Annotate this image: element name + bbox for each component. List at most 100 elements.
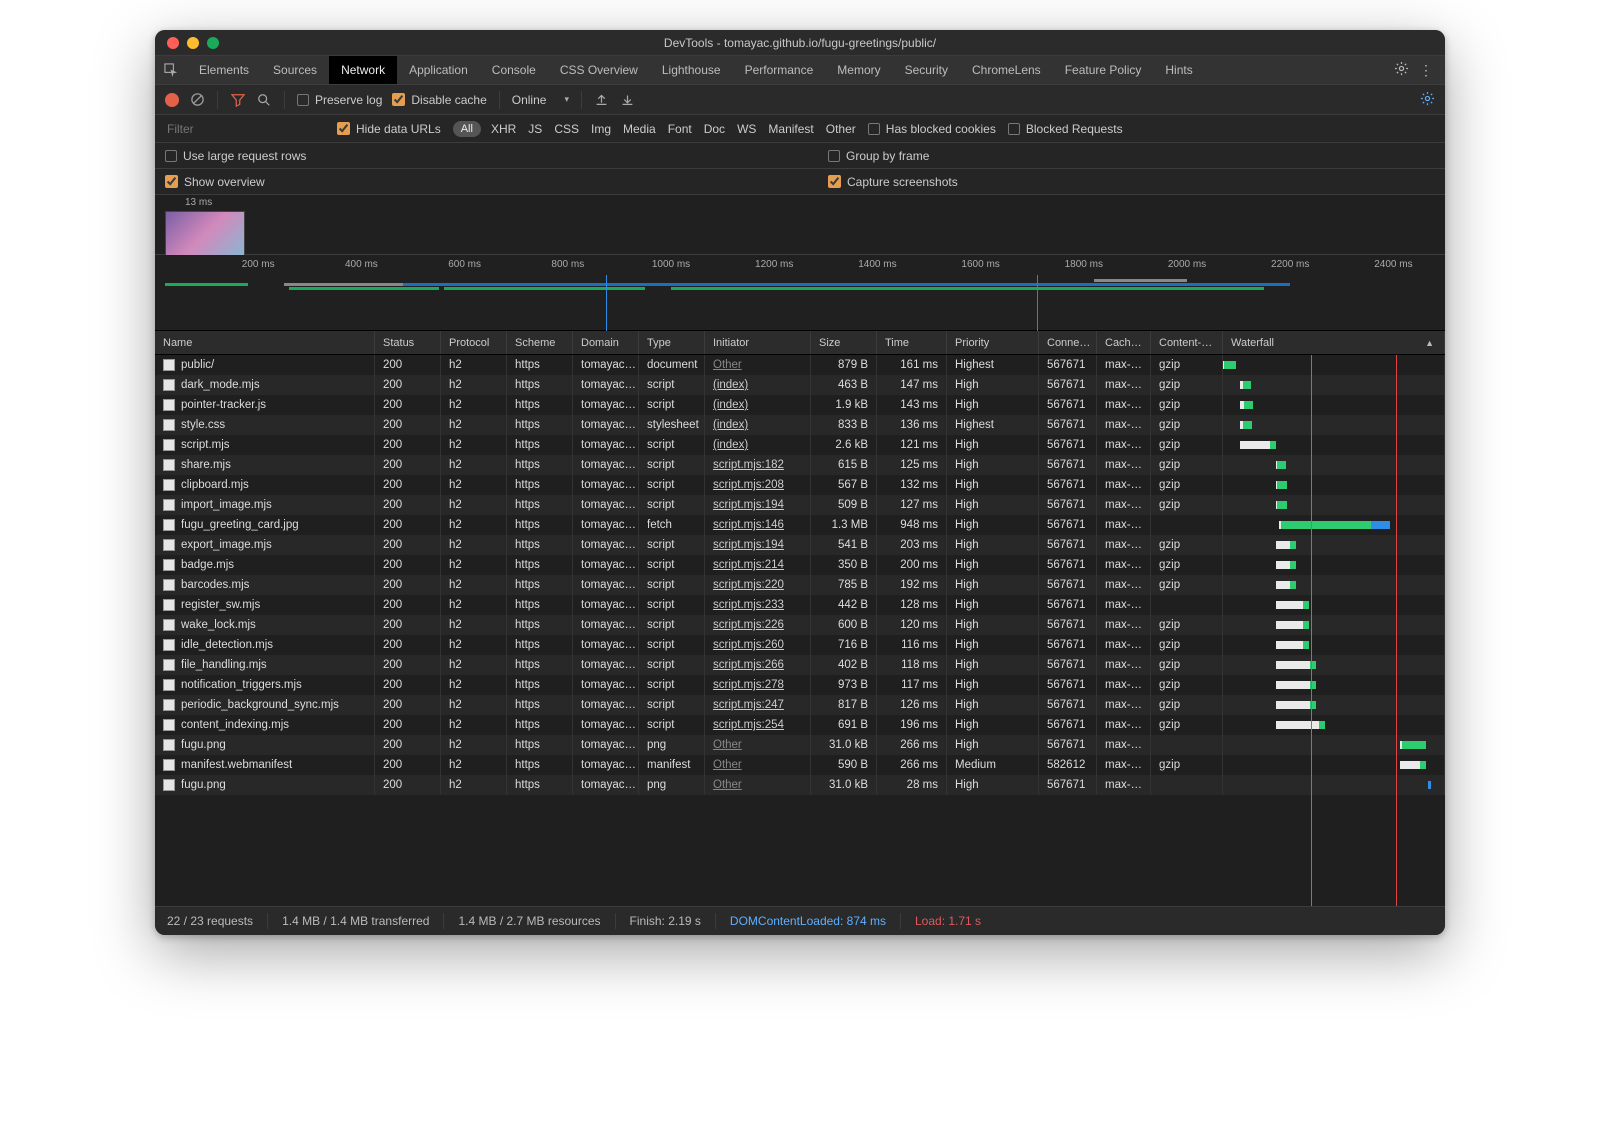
initiator-link[interactable]: script.mjs:260 [713, 639, 784, 651]
table-row[interactable]: wake_lock.mjs200h2httpstomayac…scriptscr… [155, 615, 1445, 635]
filter-type-img[interactable]: Img [591, 122, 611, 136]
tab-elements[interactable]: Elements [187, 56, 261, 84]
upload-har-icon[interactable] [594, 92, 610, 108]
blocked-requests-checkbox[interactable]: Blocked Requests [1008, 122, 1123, 136]
screenshot-filmstrip[interactable]: 13 ms [155, 195, 1445, 255]
column-header[interactable]: Time [877, 331, 947, 354]
initiator-link[interactable]: script.mjs:194 [713, 499, 784, 511]
initiator-link[interactable]: script.mjs:247 [713, 699, 784, 711]
tab-security[interactable]: Security [893, 56, 960, 84]
table-row[interactable]: file_handling.mjs200h2httpstomayac…scrip… [155, 655, 1445, 675]
more-menu-icon[interactable]: ⋮ [1415, 62, 1445, 79]
table-row[interactable]: notification_triggers.mjs200h2httpstomay… [155, 675, 1445, 695]
table-row[interactable]: import_image.mjs200h2httpstomayac…script… [155, 495, 1445, 515]
clear-icon[interactable] [189, 92, 205, 108]
tab-network[interactable]: Network [329, 56, 397, 84]
initiator-link[interactable]: script.mjs:233 [713, 599, 784, 611]
table-row[interactable]: badge.mjs200h2httpstomayac…scriptscript.… [155, 555, 1445, 575]
inspect-element-icon[interactable] [155, 63, 187, 78]
filter-type-other[interactable]: Other [826, 122, 856, 136]
has-blocked-cookies-checkbox[interactable]: Has blocked cookies [868, 122, 996, 136]
column-header[interactable]: Domain [573, 331, 639, 354]
table-row[interactable]: content_indexing.mjs200h2httpstomayac…sc… [155, 715, 1445, 735]
initiator-link[interactable]: script.mjs:214 [713, 559, 784, 571]
initiator-link[interactable]: (index) [713, 439, 748, 451]
hide-data-urls-checkbox[interactable]: Hide data URLs [337, 122, 441, 136]
table-row[interactable]: dark_mode.mjs200h2httpstomayac…script(in… [155, 375, 1445, 395]
column-header[interactable]: Scheme [507, 331, 573, 354]
filter-input[interactable] [165, 120, 325, 138]
table-row[interactable]: clipboard.mjs200h2httpstomayac…scriptscr… [155, 475, 1445, 495]
throttling-select[interactable]: Online▾ [512, 93, 569, 107]
column-header[interactable]: Status [375, 331, 441, 354]
filter-type-media[interactable]: Media [623, 122, 656, 136]
table-row[interactable]: barcodes.mjs200h2httpstomayac…scriptscri… [155, 575, 1445, 595]
initiator-link[interactable]: script.mjs:182 [713, 459, 784, 471]
tab-memory[interactable]: Memory [825, 56, 892, 84]
filter-type-ws[interactable]: WS [737, 122, 756, 136]
initiator-link[interactable]: script.mjs:208 [713, 479, 784, 491]
table-row[interactable]: fugu.png200h2httpstomayac…pngOther31.0 k… [155, 735, 1445, 755]
capture-screenshots-checkbox[interactable]: Capture screenshots [828, 175, 958, 189]
timeline-overview[interactable]: 200 ms400 ms600 ms800 ms1000 ms1200 ms14… [155, 255, 1445, 331]
tab-performance[interactable]: Performance [733, 56, 826, 84]
tab-console[interactable]: Console [480, 56, 548, 84]
show-overview-checkbox[interactable]: Show overview [165, 175, 265, 189]
column-header[interactable]: Initiator [705, 331, 811, 354]
initiator-link[interactable]: (index) [713, 419, 748, 431]
download-har-icon[interactable] [620, 92, 636, 108]
initiator-link[interactable]: (index) [713, 399, 748, 411]
table-row[interactable]: pointer-tracker.js200h2httpstomayac…scri… [155, 395, 1445, 415]
initiator-link[interactable]: script.mjs:194 [713, 539, 784, 551]
column-header[interactable]: Content-… [1151, 331, 1223, 354]
table-row[interactable]: manifest.webmanifest200h2httpstomayac…ma… [155, 755, 1445, 775]
table-row[interactable]: fugu_greeting_card.jpg200h2httpstomayac…… [155, 515, 1445, 535]
filter-type-manifest[interactable]: Manifest [768, 122, 813, 136]
column-header[interactable]: Type [639, 331, 705, 354]
tab-css-overview[interactable]: CSS Overview [548, 56, 650, 84]
filter-type-doc[interactable]: Doc [704, 122, 725, 136]
table-row[interactable]: export_image.mjs200h2httpstomayac…script… [155, 535, 1445, 555]
filter-type-css[interactable]: CSS [554, 122, 579, 136]
record-button[interactable] [165, 93, 179, 107]
table-row[interactable]: script.mjs200h2httpstomayac…script(index… [155, 435, 1445, 455]
screenshot-thumbnail[interactable] [165, 211, 245, 257]
tab-hints[interactable]: Hints [1153, 56, 1204, 84]
filter-all[interactable]: All [453, 121, 481, 137]
table-row[interactable]: idle_detection.mjs200h2httpstomayac…scri… [155, 635, 1445, 655]
settings-gear-icon[interactable] [1388, 61, 1415, 79]
table-row[interactable]: share.mjs200h2httpstomayac…scriptscript.… [155, 455, 1445, 475]
group-by-frame-checkbox[interactable]: Group by frame [828, 149, 929, 163]
column-header[interactable]: Protocol [441, 331, 507, 354]
initiator-link[interactable]: script.mjs:226 [713, 619, 784, 631]
search-icon[interactable] [256, 92, 272, 108]
initiator-link[interactable]: script.mjs:278 [713, 679, 784, 691]
initiator-link[interactable]: script.mjs:146 [713, 519, 784, 531]
table-row[interactable]: periodic_background_sync.mjs200h2httpsto… [155, 695, 1445, 715]
filter-type-js[interactable]: JS [528, 122, 542, 136]
tab-application[interactable]: Application [397, 56, 480, 84]
disable-cache-checkbox[interactable]: Disable cache [392, 93, 486, 107]
tab-feature-policy[interactable]: Feature Policy [1053, 56, 1154, 84]
table-row[interactable]: style.css200h2httpstomayac…stylesheet(in… [155, 415, 1445, 435]
filter-type-font[interactable]: Font [668, 122, 692, 136]
network-settings-gear-icon[interactable] [1420, 91, 1435, 109]
column-header[interactable]: Conne… [1039, 331, 1097, 354]
table-row[interactable]: fugu.png200h2httpstomayac…pngOther31.0 k… [155, 775, 1445, 795]
table-row[interactable]: register_sw.mjs200h2httpstomayac…scripts… [155, 595, 1445, 615]
column-header[interactable]: Size [811, 331, 877, 354]
initiator-link[interactable]: script.mjs:266 [713, 659, 784, 671]
column-header[interactable]: Cach… [1097, 331, 1151, 354]
tab-sources[interactable]: Sources [261, 56, 329, 84]
column-header[interactable]: Waterfall▲ [1223, 331, 1445, 354]
filter-type-xhr[interactable]: XHR [491, 122, 516, 136]
initiator-link[interactable]: script.mjs:220 [713, 579, 784, 591]
large-rows-checkbox[interactable]: Use large request rows [165, 149, 306, 163]
column-header[interactable]: Priority [947, 331, 1039, 354]
preserve-log-checkbox[interactable]: Preserve log [297, 93, 382, 107]
column-header[interactable]: Name [155, 331, 375, 354]
tab-lighthouse[interactable]: Lighthouse [650, 56, 733, 84]
table-row[interactable]: public/200h2httpstomayac…documentOther87… [155, 355, 1445, 375]
initiator-link[interactable]: script.mjs:254 [713, 719, 784, 731]
tab-chromelens[interactable]: ChromeLens [960, 56, 1053, 84]
